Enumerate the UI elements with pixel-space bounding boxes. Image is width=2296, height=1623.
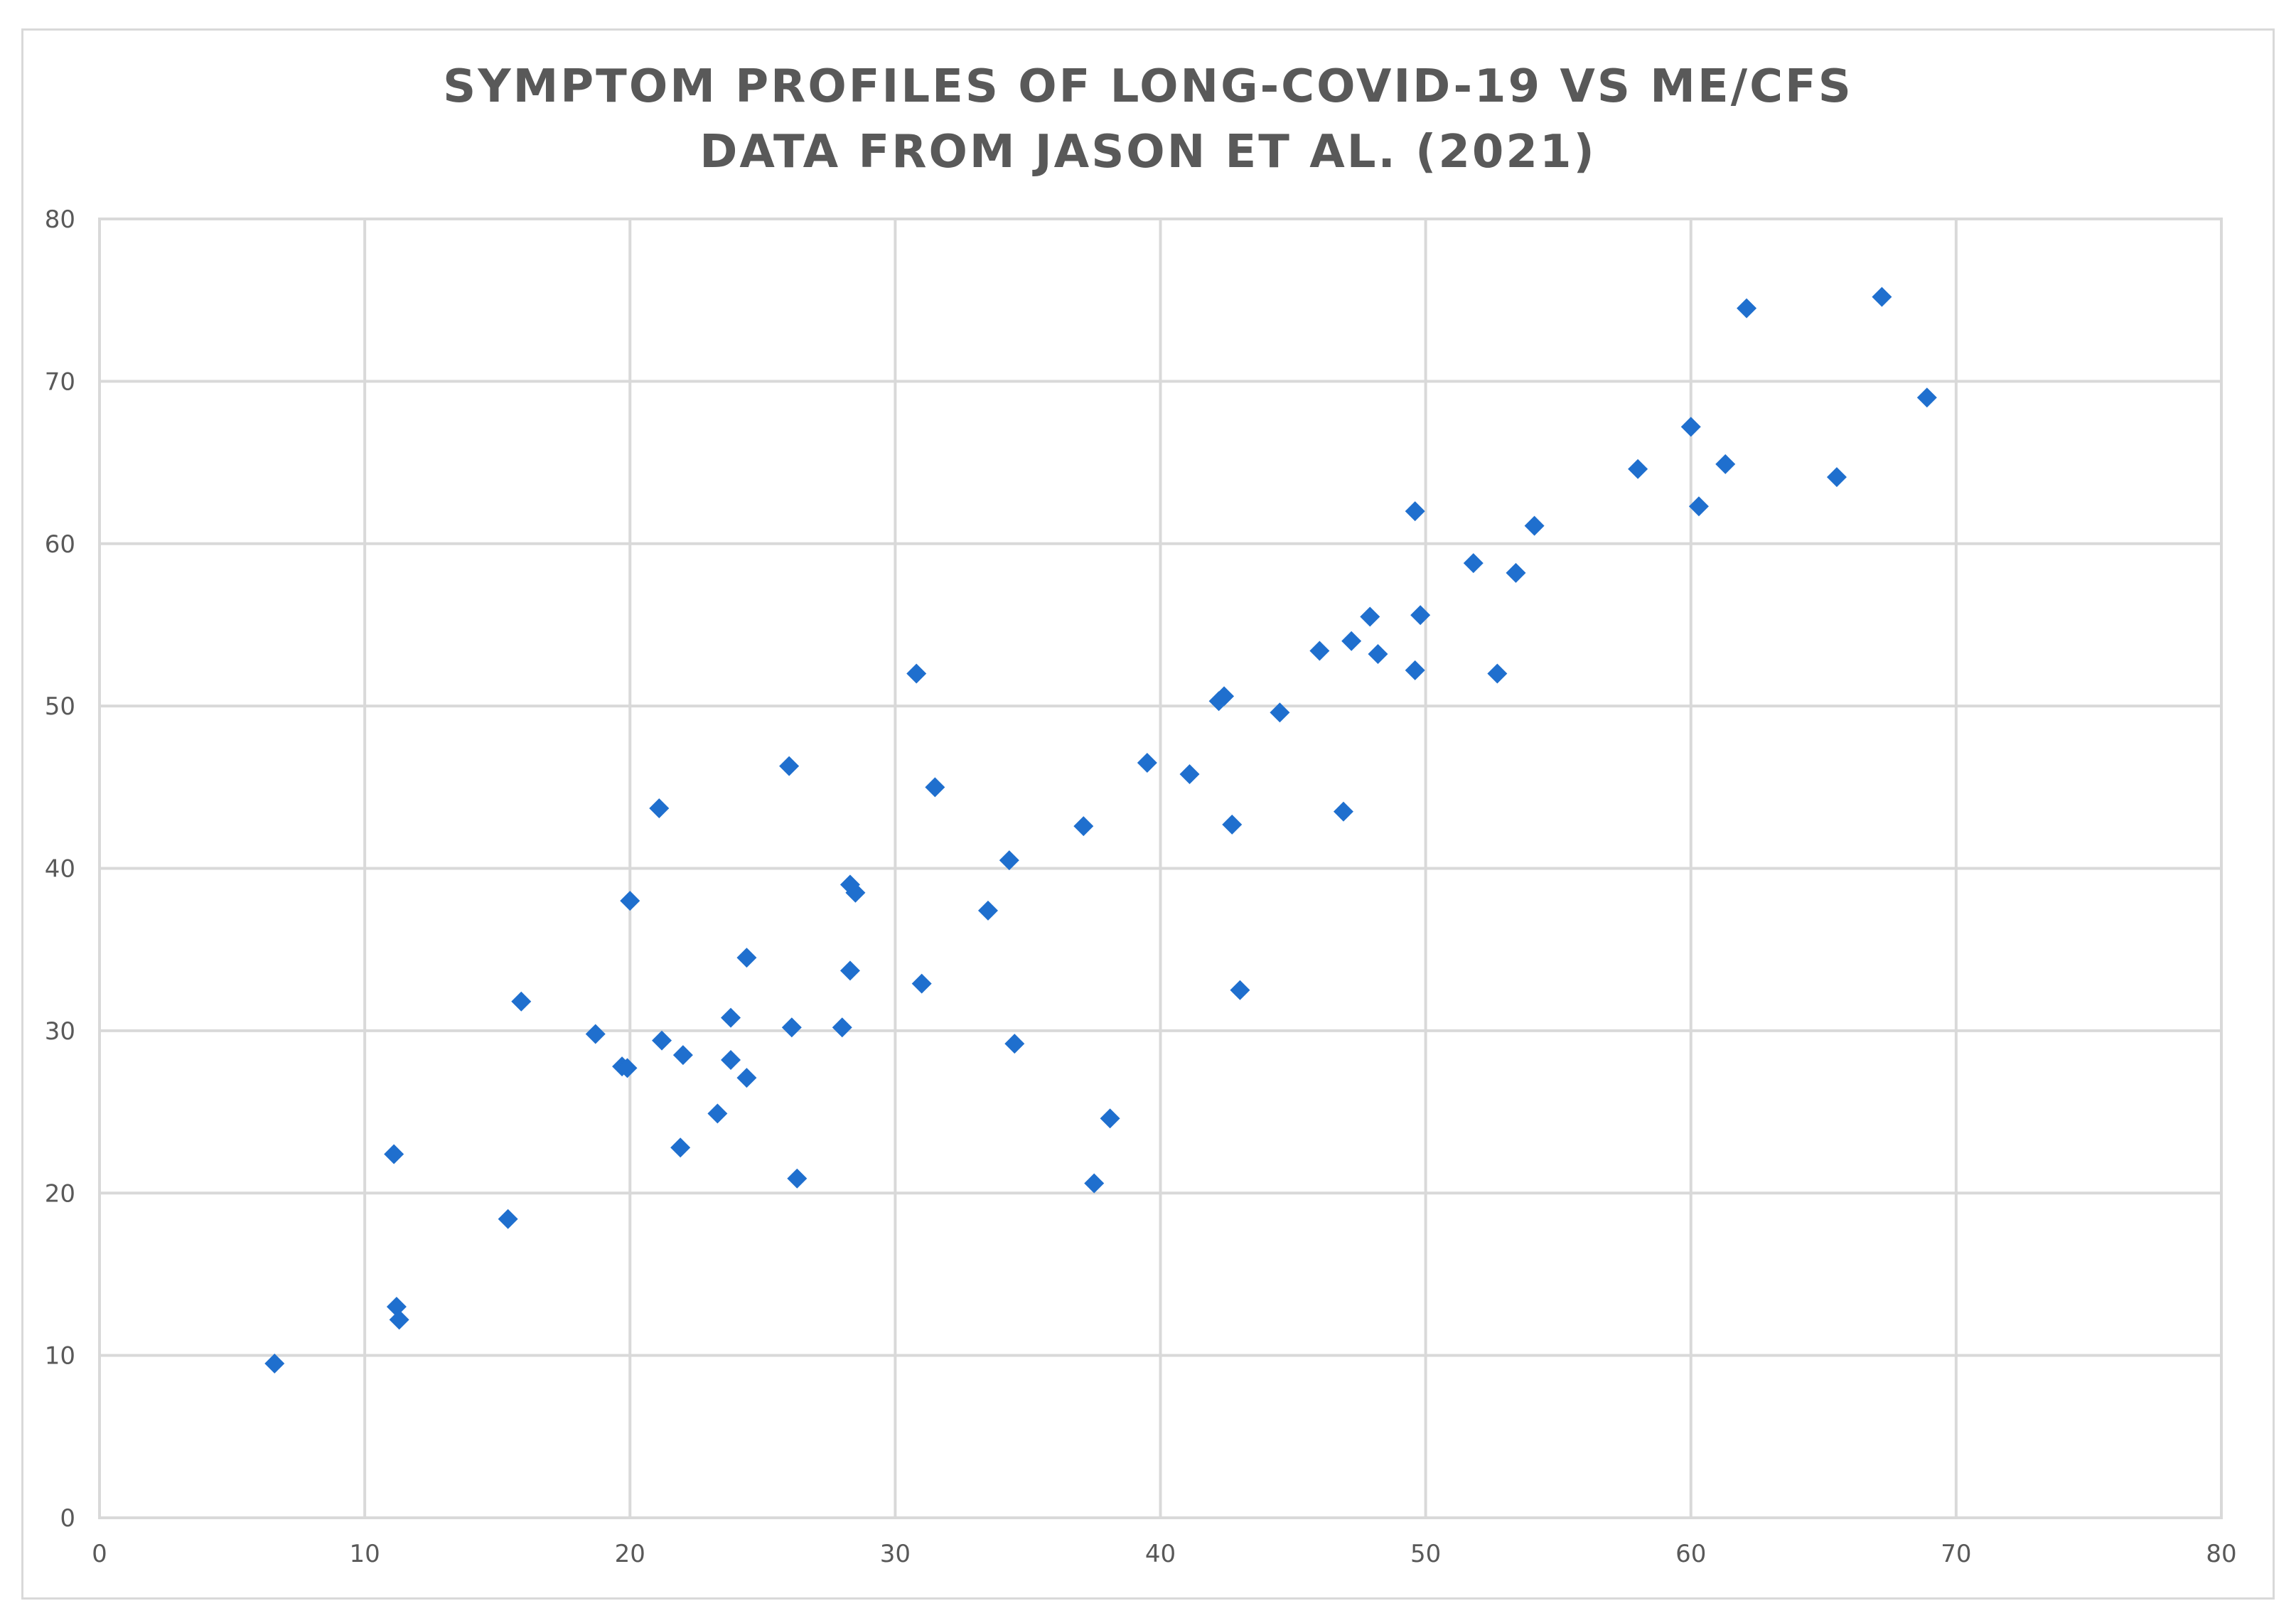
chart-frame — [21, 28, 2275, 1600]
y-tick-label: 60 — [45, 530, 75, 559]
data-point — [911, 973, 932, 994]
data-point — [264, 1354, 285, 1374]
x-tick-label: 40 — [1145, 1540, 1176, 1568]
y-tick-label: 80 — [45, 205, 75, 234]
data-point — [1680, 417, 1701, 437]
chart-subtitle: DATA FROM JASON ET AL. (2021) — [699, 126, 1596, 178]
data-point — [1004, 1034, 1025, 1054]
data-point — [1073, 816, 1094, 837]
data-point — [1179, 764, 1200, 785]
data-point — [1084, 1173, 1105, 1194]
data-point — [721, 1049, 741, 1070]
data-point — [384, 1144, 404, 1164]
x-tick-label: 30 — [880, 1540, 911, 1568]
data-point — [1826, 467, 1847, 488]
data-point — [977, 900, 998, 921]
data-point — [1368, 644, 1388, 665]
data-point — [511, 991, 532, 1012]
y-tick-label: 70 — [45, 368, 75, 396]
data-point — [779, 756, 800, 776]
data-point — [652, 1030, 672, 1051]
data-points — [264, 286, 1937, 1374]
data-point — [1506, 562, 1526, 583]
data-point — [1463, 553, 1484, 574]
data-point — [1715, 454, 1736, 474]
y-tick-label: 20 — [45, 1179, 75, 1208]
data-point — [839, 960, 860, 981]
x-tick-label: 20 — [615, 1540, 645, 1568]
data-point — [781, 1017, 802, 1038]
data-point — [1137, 753, 1157, 773]
data-point — [925, 777, 945, 798]
data-point — [1688, 496, 1709, 517]
chart-title: SYMPTOM PROFILES OF LONG-COVID-19 VS ME/… — [443, 60, 1853, 113]
data-point — [620, 891, 640, 911]
data-point — [845, 882, 866, 903]
data-point — [721, 1007, 741, 1028]
data-point — [1214, 686, 1235, 707]
x-tick-label: 80 — [2206, 1540, 2236, 1568]
data-point — [1360, 606, 1380, 627]
data-point — [1524, 515, 1545, 536]
data-point — [1410, 605, 1431, 626]
x-tick-label: 70 — [1941, 1540, 1971, 1568]
data-point — [1333, 801, 1353, 822]
data-point — [498, 1209, 518, 1229]
data-point — [1405, 501, 1425, 522]
data-point — [832, 1017, 852, 1038]
data-point — [906, 663, 927, 684]
data-point — [736, 1068, 757, 1088]
y-tick-label: 10 — [45, 1342, 75, 1371]
data-point — [670, 1137, 691, 1158]
gridlines — [98, 218, 2223, 1519]
x-tick-label: 10 — [349, 1540, 380, 1568]
data-point — [1222, 814, 1243, 835]
data-point — [1100, 1108, 1120, 1129]
data-point — [736, 948, 757, 968]
data-point — [1309, 641, 1330, 661]
data-point — [1737, 298, 1757, 318]
data-point — [389, 1309, 409, 1330]
y-tick-label: 40 — [45, 855, 75, 884]
data-point — [1872, 286, 1892, 307]
data-point — [787, 1168, 808, 1189]
x-tick-label: 0 — [92, 1540, 107, 1568]
data-point — [1628, 459, 1648, 479]
data-point — [1405, 660, 1425, 680]
data-point — [1270, 702, 1290, 723]
data-point — [649, 798, 670, 819]
data-point — [1916, 387, 1937, 408]
data-point — [672, 1045, 693, 1066]
axis-tick-labels: 0 10 20 30 40 50 60 70 80 0 10 20 30 40 50 60 70 80 — [45, 205, 2237, 1568]
data-point — [1341, 631, 1362, 651]
data-point — [707, 1103, 728, 1124]
data-point — [585, 1024, 606, 1044]
data-point — [386, 1297, 407, 1317]
y-tick-label: 0 — [60, 1504, 75, 1533]
data-point — [1230, 980, 1250, 1000]
data-point — [999, 850, 1019, 871]
data-point — [617, 1058, 638, 1078]
y-tick-label: 30 — [45, 1017, 75, 1046]
x-tick-label: 60 — [1675, 1540, 1706, 1568]
y-tick-label: 50 — [45, 692, 75, 721]
x-tick-label: 50 — [1410, 1540, 1441, 1568]
data-point — [1487, 663, 1508, 684]
